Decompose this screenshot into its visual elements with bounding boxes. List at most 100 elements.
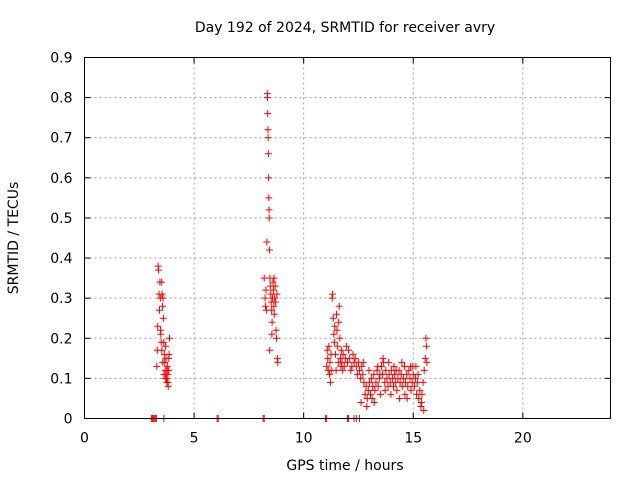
data-point bbox=[265, 246, 273, 254]
data-point bbox=[372, 378, 380, 386]
data-point bbox=[371, 386, 379, 394]
data-point bbox=[326, 358, 334, 366]
data-point bbox=[330, 338, 338, 346]
data-point bbox=[323, 346, 331, 354]
data-point bbox=[268, 330, 276, 338]
data-point bbox=[340, 362, 348, 370]
data-point bbox=[270, 302, 278, 310]
data-point bbox=[333, 310, 341, 318]
data-point bbox=[339, 350, 347, 358]
data-point bbox=[420, 406, 428, 414]
y-tick-label: 0.5 bbox=[50, 211, 72, 227]
data-point bbox=[410, 382, 418, 390]
data-point bbox=[423, 358, 431, 366]
data-point bbox=[400, 362, 408, 370]
data-point bbox=[359, 358, 367, 366]
data-point bbox=[267, 290, 275, 298]
data-point bbox=[264, 94, 272, 102]
data-point bbox=[420, 366, 428, 374]
grid-lines bbox=[84, 57, 611, 419]
data-point bbox=[342, 342, 350, 350]
data-point bbox=[331, 322, 339, 330]
data-point bbox=[160, 370, 168, 378]
data-point bbox=[272, 326, 280, 334]
y-tick-label: 0.8 bbox=[50, 91, 72, 107]
data-point bbox=[381, 386, 389, 394]
x-tick-label: 0 bbox=[80, 431, 89, 447]
data-point bbox=[159, 302, 167, 310]
data-point bbox=[359, 370, 367, 378]
data-point bbox=[265, 174, 273, 182]
data-point bbox=[329, 290, 337, 298]
chart-title: Day 192 of 2024, SRMTID for receiver avr… bbox=[195, 20, 495, 36]
data-point bbox=[274, 358, 282, 366]
data-point bbox=[264, 126, 272, 134]
x-tick-label: 20 bbox=[514, 431, 532, 447]
data-point bbox=[373, 366, 381, 374]
data-point bbox=[387, 390, 395, 398]
data-point bbox=[162, 342, 170, 350]
data-point bbox=[269, 278, 277, 286]
data-point bbox=[166, 334, 174, 342]
data-point bbox=[264, 134, 272, 142]
y-tick-label: 0.1 bbox=[50, 371, 72, 387]
data-point bbox=[330, 330, 338, 338]
data-point bbox=[349, 350, 357, 358]
data-point bbox=[336, 334, 344, 342]
data-point bbox=[158, 346, 166, 354]
plot-frame bbox=[84, 57, 611, 419]
data-point bbox=[418, 398, 426, 406]
data-point bbox=[326, 378, 334, 386]
data-point bbox=[402, 378, 410, 386]
y-tick-label: 0.2 bbox=[50, 331, 72, 347]
data-point bbox=[409, 362, 417, 370]
data-point bbox=[264, 110, 272, 118]
data-point bbox=[335, 302, 343, 310]
data-point bbox=[265, 206, 273, 214]
data-point bbox=[347, 366, 355, 374]
data-point bbox=[164, 378, 172, 386]
data-point bbox=[326, 370, 334, 378]
data-point bbox=[159, 358, 167, 366]
data-point bbox=[324, 354, 332, 362]
data-point bbox=[323, 362, 331, 370]
data-point bbox=[390, 382, 398, 390]
data-point bbox=[358, 362, 366, 370]
data-point bbox=[269, 286, 277, 294]
data-point bbox=[375, 374, 383, 382]
data-point bbox=[332, 366, 340, 374]
data-point bbox=[266, 346, 274, 354]
data-point bbox=[262, 286, 270, 294]
data-point bbox=[333, 326, 341, 334]
y-axis-label: SRMTID / TECUs bbox=[6, 182, 22, 295]
x-tick-label: 10 bbox=[295, 431, 313, 447]
data-point bbox=[163, 362, 171, 370]
data-point bbox=[379, 354, 387, 362]
data-point bbox=[374, 362, 382, 370]
data-point bbox=[325, 342, 333, 350]
data-point bbox=[368, 374, 376, 382]
data-point bbox=[159, 294, 167, 302]
y-tick-label: 0.6 bbox=[50, 171, 72, 187]
data-point bbox=[370, 370, 378, 378]
data-point bbox=[270, 274, 278, 282]
data-point bbox=[407, 386, 415, 394]
data-point bbox=[422, 334, 430, 342]
data-point bbox=[393, 386, 401, 394]
data-point bbox=[419, 378, 427, 386]
y-tick-label: 0.9 bbox=[50, 51, 72, 67]
y-tick-label: 0 bbox=[64, 412, 73, 428]
data-point bbox=[405, 366, 413, 374]
data-point bbox=[385, 358, 393, 366]
y-tick-label: 0.4 bbox=[50, 251, 72, 267]
data-point bbox=[161, 374, 169, 382]
data-point bbox=[165, 354, 173, 362]
data-point bbox=[374, 382, 382, 390]
data-point bbox=[158, 290, 166, 298]
data-point bbox=[376, 370, 384, 378]
data-point bbox=[334, 342, 342, 350]
y-tick-label: 0.3 bbox=[50, 291, 72, 307]
data-point bbox=[370, 398, 378, 406]
data-point bbox=[154, 322, 162, 330]
